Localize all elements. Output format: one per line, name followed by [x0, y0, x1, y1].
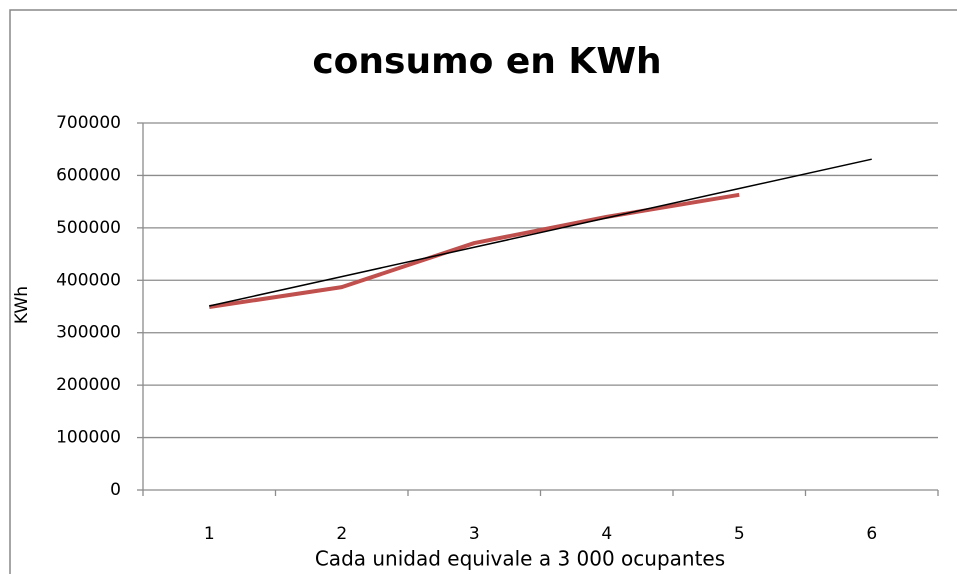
- x-tick-label: 6: [866, 524, 877, 544]
- y-tick-label: 600000: [56, 165, 121, 185]
- x-axis-label: Cada unidad equivale a 3 000 ocupantes: [315, 547, 725, 571]
- y-axis-label: KWh: [12, 286, 32, 324]
- chart-title: consumo en KWh: [312, 41, 661, 82]
- data-line: [208, 192, 740, 310]
- y-tick-label: 0: [110, 480, 121, 500]
- x-tick-label: 2: [336, 524, 347, 544]
- y-tick-label: 400000: [56, 270, 121, 290]
- data-line: [209, 158, 872, 307]
- x-tick-label: 1: [204, 524, 215, 544]
- y-tick-label: 100000: [56, 428, 121, 448]
- chart-border: [9, 9, 957, 574]
- x-tick-label: 5: [734, 524, 745, 544]
- x-tick-label: 4: [601, 524, 612, 544]
- y-tick-label: 700000: [56, 113, 121, 133]
- y-tick-label: 300000: [56, 323, 121, 343]
- y-tick-label: 500000: [56, 218, 121, 238]
- x-tick-label: 3: [469, 524, 480, 544]
- y-tick-label: 200000: [56, 375, 121, 395]
